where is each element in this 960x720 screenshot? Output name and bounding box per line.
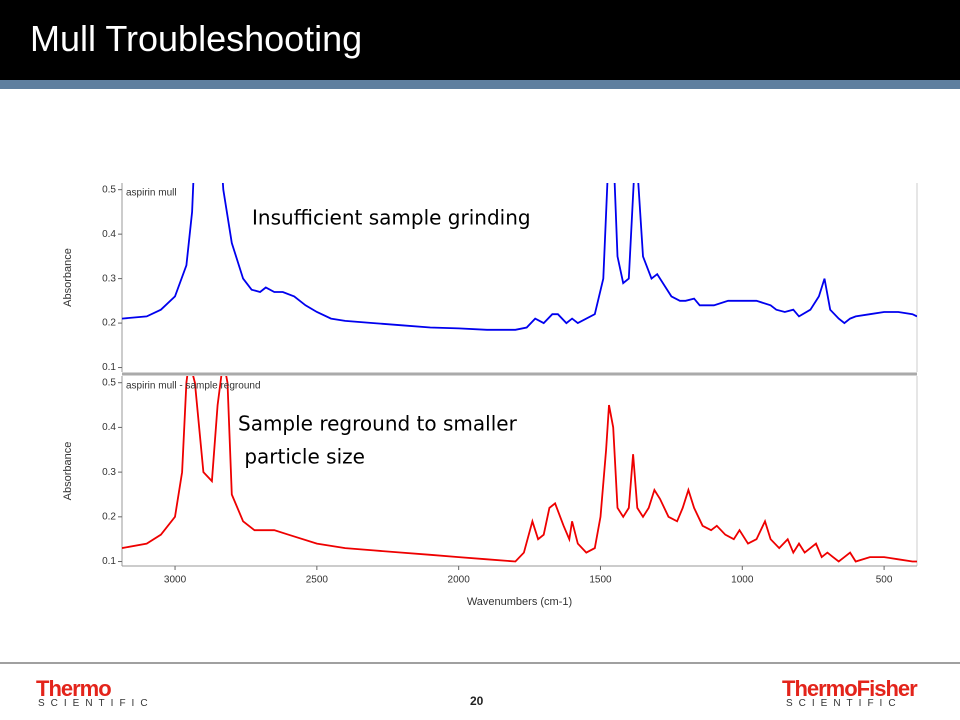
y-axis-label: Absorbance [62, 248, 74, 307]
header-bar [0, 0, 960, 80]
y-tick-label: 0.4 [102, 229, 116, 240]
y-axis-label: Absorbance [62, 442, 74, 501]
y-tick-label: 0.2 [102, 318, 116, 329]
thermo-logo: Thermo [36, 676, 112, 701]
x-axis-label: Wavenumbers (cm-1) [467, 596, 572, 608]
slide-title: Mull Troubleshooting [30, 18, 363, 59]
x-tick-label: 1500 [589, 575, 612, 586]
logo-sub: SCIENTIFIC [38, 698, 154, 709]
annotation: particle size [238, 445, 365, 469]
y-tick-label: 0.1 [102, 362, 116, 373]
page-number: 20 [470, 694, 484, 708]
y-tick-label: 0.5 [102, 184, 116, 195]
x-tick-label: 1000 [731, 575, 754, 586]
thermofisher-logo: ThermoFisher [782, 676, 918, 701]
legend-label: aspirin mull - sample reground [126, 381, 261, 392]
x-tick-label: 2000 [448, 575, 471, 586]
x-tick-label: 3000 [164, 575, 187, 586]
logo-sub: SCIENTIFIC [786, 698, 902, 709]
spectrum-line [122, 183, 917, 331]
y-tick-label: 0.4 [102, 422, 116, 433]
footer-line [0, 662, 960, 664]
x-tick-label: 500 [876, 575, 893, 586]
y-tick-label: 0.2 [102, 511, 116, 522]
y-tick-label: 0.3 [102, 273, 116, 284]
annotation: Insufficient sample grinding [252, 206, 531, 230]
y-tick-label: 0.3 [102, 467, 116, 478]
header-strip [0, 80, 960, 89]
y-tick-label: 0.5 [102, 377, 116, 388]
y-tick-label: 0.1 [102, 556, 116, 567]
annotation: Sample reground to smaller [238, 412, 518, 436]
spectrum-line [122, 376, 917, 563]
x-tick-label: 2500 [306, 575, 329, 586]
legend-label: aspirin mull [126, 188, 177, 199]
